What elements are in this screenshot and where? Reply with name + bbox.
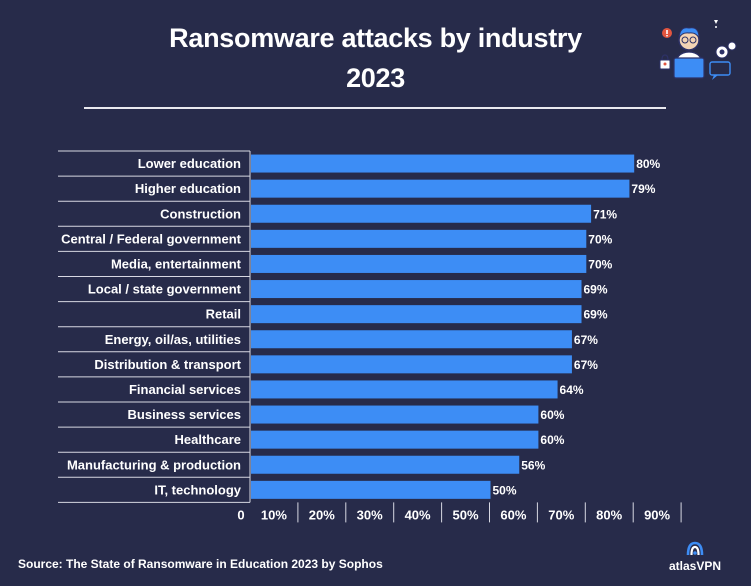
bar-value-label: 60% <box>540 408 564 422</box>
bar-value-label: 56% <box>521 458 545 472</box>
bar-value-label: 69% <box>584 308 608 322</box>
bar-value-label: 50% <box>493 483 517 497</box>
category-label: Central / Federal government <box>61 231 242 246</box>
category-label: Retail <box>206 307 241 322</box>
bar-value-label: 60% <box>540 433 564 447</box>
chart-title-line1: Ransomware attacks by industry <box>169 23 582 53</box>
bar-value-label: 80% <box>636 157 660 171</box>
bar-value-label: 69% <box>584 283 608 297</box>
category-label: Construction <box>160 206 241 221</box>
title-divider <box>84 107 666 109</box>
x-tick-label: 80% <box>596 507 622 522</box>
bar <box>251 229 587 248</box>
bar <box>251 355 572 374</box>
chart-title-year: 2023 <box>346 63 405 93</box>
x-tick-label: 70% <box>548 507 574 522</box>
x-tick-label: 90% <box>644 507 670 522</box>
bar <box>251 179 630 198</box>
bar <box>251 154 635 173</box>
bar <box>251 254 587 273</box>
bar-value-label: 67% <box>574 333 598 347</box>
x-tick-label: 40% <box>405 507 431 522</box>
bar-value-label: 67% <box>574 358 598 372</box>
bar <box>251 330 572 349</box>
bars <box>251 154 635 499</box>
category-label: Healthcare <box>175 432 241 447</box>
bar <box>251 305 582 324</box>
bar <box>251 280 582 299</box>
bar-chart: 80% Lower education 79% Higher education 71%… <box>58 150 682 523</box>
bar <box>251 430 539 449</box>
bar-value-label: 70% <box>588 257 612 271</box>
x-tick-label: 30% <box>357 507 383 522</box>
source-note: Source: The State of Ransomware in Educa… <box>18 557 383 571</box>
bar <box>251 455 520 474</box>
brand-logo: atlasVPN <box>660 537 730 577</box>
cyber-attack-illustration-icon <box>659 20 737 80</box>
x-tick-label: 60% <box>500 507 526 522</box>
x-tick-label: 10% <box>261 507 287 522</box>
bar-value-label: 70% <box>588 232 612 246</box>
atlasvpn-logo-icon <box>686 541 704 556</box>
category-label: Higher education <box>135 181 241 196</box>
category-label: Distribution & transport <box>94 357 241 372</box>
category-label: Business services <box>128 407 241 422</box>
category-label: Financial services <box>129 382 241 397</box>
x-tick-label: 20% <box>309 507 335 522</box>
category-label: IT, technology <box>154 482 241 497</box>
category-label: Manufacturing & production <box>67 457 241 472</box>
bar <box>251 380 558 399</box>
x-tick-label: 0 <box>237 507 244 522</box>
category-label: Lower education <box>138 156 241 171</box>
gridlines <box>58 150 682 523</box>
bar-value-label: 64% <box>560 383 584 397</box>
category-label: Media, entertainment <box>111 256 242 271</box>
category-label: Local / state government <box>88 282 242 297</box>
brand-name: atlasVPN <box>668 559 722 573</box>
chart-title: Ransomware attacks by industry 2023 <box>0 18 751 98</box>
bar <box>251 480 491 499</box>
bar-value-label: 71% <box>593 207 617 221</box>
x-tick-label: 50% <box>452 507 478 522</box>
bar <box>251 405 539 424</box>
category-label: Energy, oil/as, utilities <box>105 332 241 347</box>
labels: 80% Lower education 79% Higher education 71%… <box>61 156 670 522</box>
bar <box>251 204 592 223</box>
bar-value-label: 79% <box>631 182 655 196</box>
